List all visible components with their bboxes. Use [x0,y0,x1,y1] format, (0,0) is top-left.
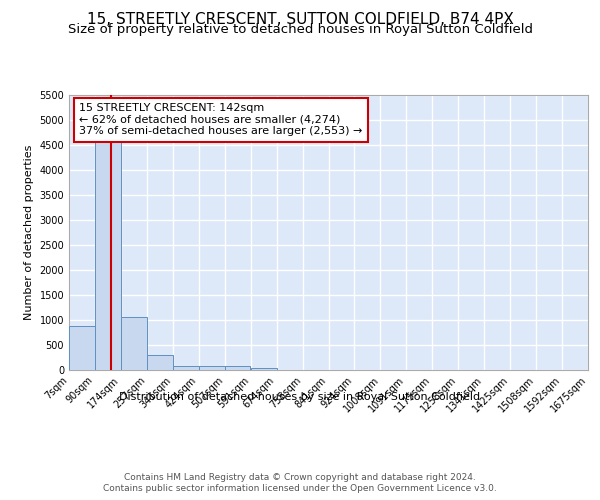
Text: Contains HM Land Registry data © Crown copyright and database right 2024.: Contains HM Land Registry data © Crown c… [124,472,476,482]
Bar [173,366,199,370]
Bar [95,142,121,370]
Text: 15, STREETLY CRESCENT, SUTTON COLDFIELD, B74 4PX: 15, STREETLY CRESCENT, SUTTON COLDFIELD,… [86,12,514,28]
Bar [199,366,224,370]
Bar [251,368,277,370]
Text: Distribution of detached houses by size in Royal Sutton Coldfield: Distribution of detached houses by size … [119,392,481,402]
Bar [147,355,173,370]
Text: 15 STREETLY CRESCENT: 142sqm
← 62% of detached houses are smaller (4,274)
37% of: 15 STREETLY CRESCENT: 142sqm ← 62% of de… [79,104,363,136]
Bar [224,366,250,370]
Bar [121,317,147,370]
Y-axis label: Number of detached properties: Number of detached properties [24,145,34,320]
Text: Size of property relative to detached houses in Royal Sutton Coldfield: Size of property relative to detached ho… [67,22,533,36]
Bar [69,326,95,370]
Text: Contains public sector information licensed under the Open Government Licence v3: Contains public sector information licen… [103,484,497,493]
